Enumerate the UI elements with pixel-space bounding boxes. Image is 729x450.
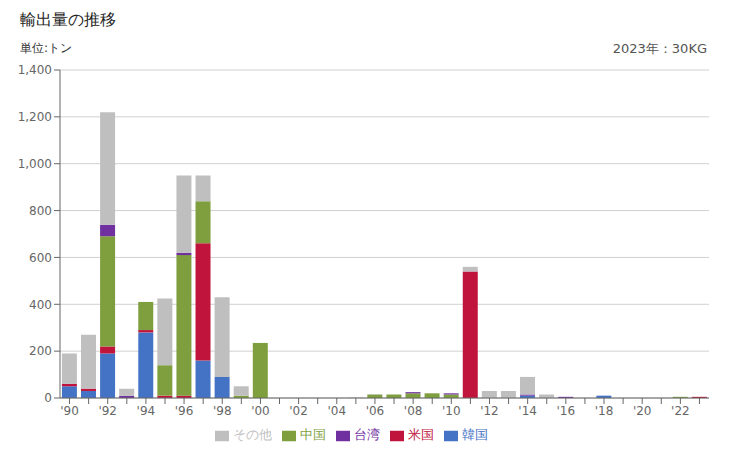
svg-text:'10: '10 [442,404,461,418]
html-text:米国: 米国 [408,427,434,442]
html-text:2023年：30KG: 2023年：30KG [612,41,707,56]
html-text:中国: 中国 [300,427,326,442]
html-text:輸出量の推移: 輸出量の推移 [20,10,116,29]
svg-text:'94: '94 [137,404,156,418]
svg-text:'06: '06 [366,404,385,418]
svg-text:800: 800 [29,204,52,218]
svg-text:'90: '90 [60,404,79,418]
svg-text:'98: '98 [213,404,232,418]
html-text:単位:トン: 単位:トン [20,41,72,55]
svg-text:400: 400 [29,298,52,312]
svg-text:'16: '16 [557,404,576,418]
svg-text:'00: '00 [251,404,270,418]
svg-text:'22: '22 [671,404,690,418]
svg-text:600: 600 [29,251,52,265]
svg-text:'02: '02 [289,404,308,418]
html-text:その他: その他 [233,427,272,442]
svg-text:'92: '92 [98,404,117,418]
svg-text:'96: '96 [175,404,194,418]
svg-text:200: 200 [29,344,52,358]
html-text:台湾: 台湾 [354,427,380,442]
svg-text:'08: '08 [404,404,423,418]
svg-text:0: 0 [44,391,52,405]
svg-text:'04: '04 [327,404,346,418]
html-text:韓国: 韓国 [462,427,488,442]
svg-text:1,200: 1,200 [18,110,52,124]
svg-text:'12: '12 [480,404,499,418]
svg-text:'20: '20 [633,404,652,418]
svg-text:1,000: 1,000 [18,157,52,171]
svg-text:'18: '18 [595,404,614,418]
svg-text:'14: '14 [518,404,537,418]
svg-text:1,400: 1,400 [18,63,52,77]
